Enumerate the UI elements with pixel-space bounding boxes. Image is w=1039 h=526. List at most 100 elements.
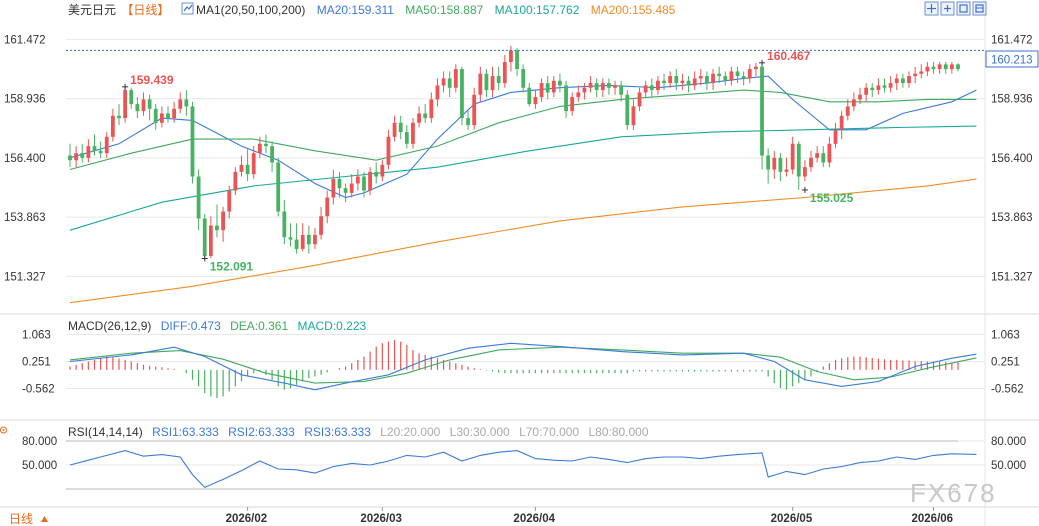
candle[interactable]: [196, 169, 201, 231]
candle[interactable]: [80, 143, 85, 163]
candle[interactable]: [858, 87, 862, 105]
candle[interactable]: [637, 87, 642, 112]
candle[interactable]: [447, 71, 452, 98]
candle[interactable]: [306, 225, 311, 254]
candle[interactable]: [123, 86, 128, 123]
candle[interactable]: [368, 167, 372, 196]
candle[interactable]: [570, 92, 575, 116]
candle[interactable]: [362, 171, 366, 198]
candle[interactable]: [404, 125, 409, 149]
candle[interactable]: [343, 183, 348, 203]
candle[interactable]: [705, 71, 709, 91]
candle[interactable]: [784, 157, 789, 177]
candle[interactable]: [270, 141, 274, 172]
candle[interactable]: [392, 115, 397, 142]
candle[interactable]: [607, 78, 611, 95]
candle[interactable]: [949, 62, 954, 74]
candle[interactable]: [913, 66, 918, 84]
candlestick-layer[interactable]: [68, 45, 960, 259]
candle[interactable]: [153, 104, 158, 130]
candle[interactable]: [613, 80, 617, 95]
candle[interactable]: [337, 171, 342, 198]
candle[interactable]: [159, 106, 164, 128]
candle[interactable]: [766, 148, 771, 184]
candle[interactable]: [937, 62, 942, 74]
candle[interactable]: [92, 134, 97, 156]
candle[interactable]: [864, 83, 869, 102]
candle[interactable]: [754, 62, 758, 77]
candle[interactable]: [851, 92, 856, 112]
candle[interactable]: [551, 76, 556, 98]
candle[interactable]: [717, 66, 722, 84]
candle[interactable]: [821, 146, 826, 168]
candle[interactable]: [190, 101, 195, 184]
candle[interactable]: [723, 71, 728, 86]
zoom-in-icon[interactable]: [924, 1, 939, 16]
candle[interactable]: [729, 66, 734, 86]
candle[interactable]: [208, 216, 213, 259]
candle[interactable]: [802, 160, 807, 182]
candle[interactable]: [496, 66, 501, 91]
candle[interactable]: [355, 169, 360, 191]
candle[interactable]: [202, 213, 207, 259]
candle[interactable]: [233, 167, 238, 196]
candle[interactable]: [288, 223, 293, 247]
candle[interactable]: [686, 76, 691, 93]
candle[interactable]: [815, 146, 820, 163]
candle[interactable]: [711, 69, 715, 91]
candle[interactable]: [178, 92, 183, 114]
candle[interactable]: [631, 99, 636, 130]
candle[interactable]: [313, 227, 317, 249]
candle[interactable]: [135, 97, 140, 119]
candle[interactable]: [870, 83, 875, 98]
candle[interactable]: [417, 106, 421, 128]
candle[interactable]: [460, 66, 464, 126]
candle[interactable]: [172, 101, 177, 123]
candle[interactable]: [931, 62, 936, 74]
candle[interactable]: [319, 206, 323, 240]
candle[interactable]: [539, 78, 544, 102]
candle[interactable]: [796, 141, 801, 190]
candle[interactable]: [453, 64, 458, 93]
candle[interactable]: [790, 136, 795, 175]
candle[interactable]: [747, 64, 752, 84]
candle[interactable]: [215, 204, 219, 238]
candle[interactable]: [264, 134, 268, 154]
candle[interactable]: [478, 66, 483, 102]
candle[interactable]: [839, 111, 844, 140]
period-selector[interactable]: 日线: [9, 512, 48, 526]
candle[interactable]: [257, 136, 262, 158]
candle[interactable]: [668, 71, 673, 88]
candle[interactable]: [833, 122, 838, 149]
candle[interactable]: [649, 78, 654, 98]
candle[interactable]: [827, 136, 832, 168]
candle[interactable]: [466, 108, 470, 130]
candle[interactable]: [184, 90, 189, 116]
candle[interactable]: [429, 92, 434, 123]
candle[interactable]: [735, 66, 740, 84]
candle[interactable]: [325, 190, 330, 224]
candle[interactable]: [141, 92, 146, 116]
candle[interactable]: [680, 73, 685, 91]
candle[interactable]: [349, 174, 354, 198]
candle[interactable]: [576, 85, 581, 102]
candle[interactable]: [147, 94, 152, 121]
candle[interactable]: [129, 87, 134, 109]
candle[interactable]: [472, 87, 477, 130]
candle[interactable]: [919, 64, 924, 79]
candle[interactable]: [502, 55, 507, 88]
candle[interactable]: [98, 141, 103, 158]
candle[interactable]: [398, 115, 403, 140]
candle[interactable]: [166, 106, 170, 123]
candle[interactable]: [435, 78, 440, 107]
candle[interactable]: [894, 73, 899, 91]
candle[interactable]: [239, 155, 244, 177]
candle[interactable]: [484, 69, 489, 98]
candle[interactable]: [643, 80, 648, 98]
candle[interactable]: [778, 153, 783, 182]
candle[interactable]: [110, 108, 115, 142]
candle[interactable]: [625, 90, 630, 130]
candle[interactable]: [86, 139, 91, 163]
candle[interactable]: [956, 63, 960, 72]
candle[interactable]: [943, 62, 948, 74]
